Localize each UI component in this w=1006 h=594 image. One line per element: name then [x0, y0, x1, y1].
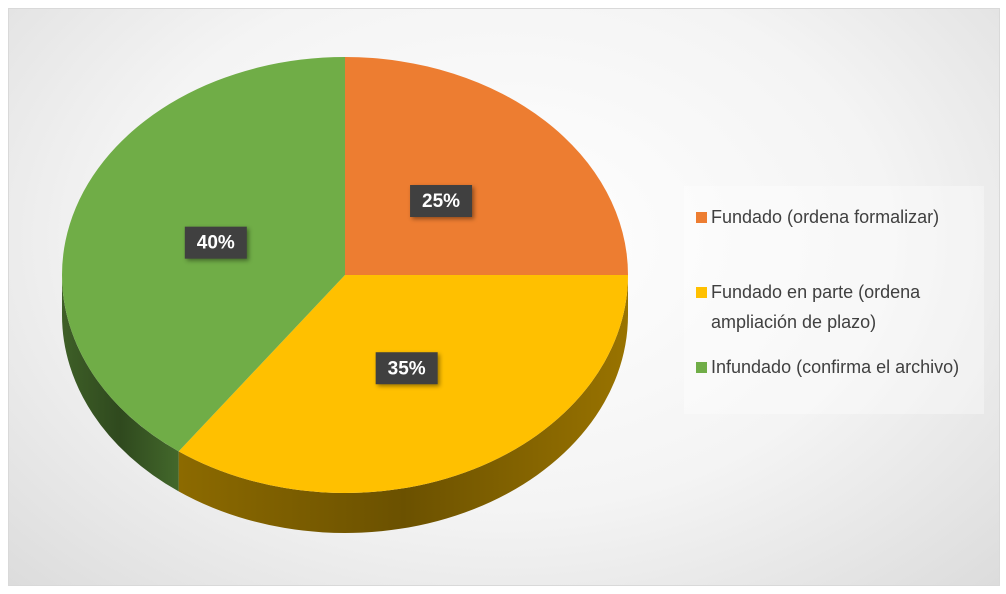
legend-entry: Fundado (ordena formalizar)	[696, 202, 993, 232]
legend: Fundado (ordena formalizar) Fundado en pa…	[684, 186, 984, 414]
legend-entry: Infundado (confirma el archivo)	[696, 352, 993, 382]
data-label-box	[410, 185, 473, 218]
data-label: 25%	[422, 191, 460, 212]
legend-label: Fundado (ordena formalizar)	[711, 207, 940, 227]
legend-label: Infundado (confirma el archivo)	[711, 357, 960, 377]
slice-side	[178, 275, 628, 533]
slice	[345, 57, 628, 275]
legend-label: Fundado en parte (ordena ampliación de p…	[711, 282, 921, 332]
data-label-box	[184, 226, 247, 259]
legend-swatch	[696, 212, 707, 223]
legend-entry: Fundado en parte (ordena ampliación de p…	[696, 277, 993, 337]
slice-side	[62, 275, 179, 492]
data-label: 40%	[197, 233, 235, 254]
legend-swatch	[696, 362, 707, 373]
data-label-box	[375, 352, 438, 385]
data-label: 35%	[388, 358, 426, 379]
legend-swatch	[696, 287, 707, 298]
